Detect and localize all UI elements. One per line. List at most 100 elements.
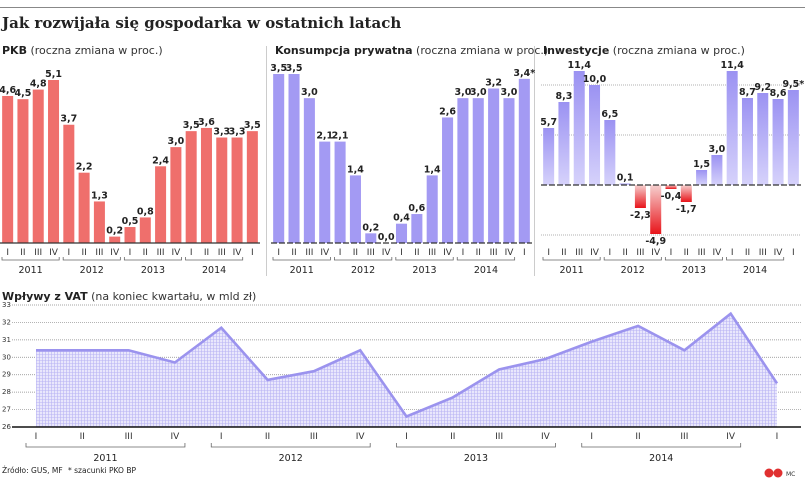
konsumpcja-quarter-tick: I [400, 248, 403, 258]
vat-quarter-tick: III [125, 432, 133, 442]
konsumpcja-quarter-tick: II [353, 248, 358, 258]
vat-quarter-tick: IV [541, 432, 551, 442]
inwestycje-quarter-tick: III [759, 248, 767, 258]
konsumpcja-year-label: 2012 [351, 265, 375, 276]
konsumpcja-bar [335, 142, 346, 243]
inwestycje-quarter-tick: II [622, 248, 627, 258]
inwestycje-data-label: 8,3 [556, 91, 573, 102]
pkb-data-label: 1,3 [91, 190, 108, 201]
konsumpcja-quarter-tick: II [476, 248, 481, 258]
konsumpcja-bar [304, 98, 315, 243]
konsumpcja-data-label: 3,0 [301, 87, 318, 98]
inwestycje-data-label: -1,7 [676, 204, 697, 215]
inwestycje-data-label: 10,0 [583, 74, 607, 85]
inwestycje-quarter-tick: IV [651, 248, 661, 258]
konsumpcja-quarter-tick: III [428, 248, 436, 258]
pkb-chart: 4,64,54,85,13,72,21,30,20,50,82,43,03,53… [0, 69, 261, 276]
vat-quarter-tick: III [310, 432, 318, 442]
konsumpcja-data-label: 0,0 [378, 232, 395, 243]
vat-quarter-tick: I [35, 432, 38, 442]
vat-year-bracket [397, 443, 556, 447]
pkb-data-label: 3,5 [244, 120, 261, 131]
vat-y-tick: 26 [2, 423, 11, 431]
inwestycje-bar [727, 71, 738, 185]
pkb-bar [2, 96, 13, 243]
inwestycje-data-label: -0,4 [661, 191, 682, 202]
pkb-bar [155, 166, 166, 243]
konsumpcja-bar [365, 233, 376, 243]
konsumpcja-data-label: 3,2 [485, 77, 502, 88]
konsumpcja-quarter-tick: I [339, 248, 342, 258]
vat-quarter-tick: IV [356, 432, 366, 442]
konsumpcja-quarter-tick: IV [505, 248, 515, 258]
konsumpcja-quarter-tick: IV [443, 248, 453, 258]
pkb-quarter-tick: I [67, 248, 70, 258]
konsumpcja-data-label: 2,1 [332, 131, 349, 142]
inwestycje-bar [773, 99, 784, 185]
inwestycje-year-label: 2012 [621, 265, 645, 276]
inwestycje-data-label: 11,4 [720, 60, 744, 71]
pkb-quarter-tick: I [129, 248, 132, 258]
pkb-quarter-tick: II [204, 248, 209, 258]
pkb-data-label: 0,2 [106, 226, 123, 237]
inwestycje-year-label: 2014 [743, 265, 767, 276]
inwestycje-bar [696, 170, 707, 185]
konsumpcja-quarter-tick: III [367, 248, 375, 258]
inwestycje-quarter-tick: III [698, 248, 706, 258]
vat-quarter-tick: I [776, 432, 779, 442]
logo-circle-icon [774, 469, 783, 478]
inwestycje-quarter-tick: IV [590, 248, 600, 258]
konsumpcja-bar [457, 98, 468, 243]
pkb-quarter-tick: I [6, 248, 9, 258]
pkb-data-label: 5,1 [45, 69, 62, 80]
inwestycje-bar [757, 93, 768, 185]
pkb-bar [79, 173, 90, 243]
pkb-quarter-tick: IV [233, 248, 243, 258]
konsumpcja-year-label: 2013 [412, 265, 436, 276]
inwestycje-data-label: 9,5* [782, 79, 804, 90]
konsumpcja-data-label: 1,4 [347, 164, 364, 175]
inwestycje-data-label: 5,7 [540, 117, 557, 128]
pkb-quarter-tick: I [190, 248, 193, 258]
konsumpcja-data-label: 3,4* [513, 68, 535, 79]
konsumpcja-bar [350, 175, 361, 243]
pkb-quarter-tick: I [251, 248, 254, 258]
vat-y-tick: 32 [2, 318, 11, 326]
pkb-bar [170, 147, 181, 243]
vat-year-label: 2012 [279, 453, 303, 464]
pkb-quarter-tick: III [95, 248, 103, 258]
inwestycje-data-label: -4,9 [645, 236, 666, 247]
pkb-data-label: 2,4 [152, 155, 169, 166]
vat-quarter-tick: III [495, 432, 503, 442]
inwestycje-bar [635, 185, 646, 208]
konsumpcja-quarter-tick: I [462, 248, 465, 258]
konsumpcja-data-label: 0,4 [393, 213, 410, 224]
konsumpcja-quarter-tick: I [277, 248, 280, 258]
inwestycje-bar [788, 90, 799, 185]
inwestycje-bar [574, 71, 585, 185]
konsumpcja-chart: 3,53,53,02,12,11,40,20,00,40,61,42,63,03… [270, 63, 535, 276]
konsumpcja-quarter-tick: I [523, 248, 526, 258]
konsumpcja-quarter-tick: IV [382, 248, 392, 258]
inwestycje-data-label: 11,4 [568, 60, 592, 71]
vat-y-tick: 33 [2, 301, 11, 309]
pkb-bar [33, 90, 44, 243]
vat-quarter-tick: IV [171, 432, 181, 442]
vat-y-tick: 27 [2, 406, 11, 414]
inwestycje-data-label: 0,1 [617, 173, 634, 184]
konsumpcja-data-label: 2,6 [439, 106, 456, 117]
pkb-year-label: 2013 [141, 265, 165, 276]
pkb-bar [17, 99, 28, 243]
vat-y-tick: 28 [2, 388, 11, 396]
pkb-bar [109, 237, 120, 243]
konsumpcja-bar [396, 224, 407, 243]
konsumpcja-bar [503, 98, 514, 243]
inwestycje-quarter-tick: II [684, 248, 689, 258]
konsumpcja-year-label: 2011 [290, 265, 314, 276]
inwestycje-bar [558, 102, 569, 185]
pkb-bar [63, 125, 74, 243]
pkb-data-label: 4,5 [15, 88, 32, 99]
pkb-bar [186, 131, 197, 243]
